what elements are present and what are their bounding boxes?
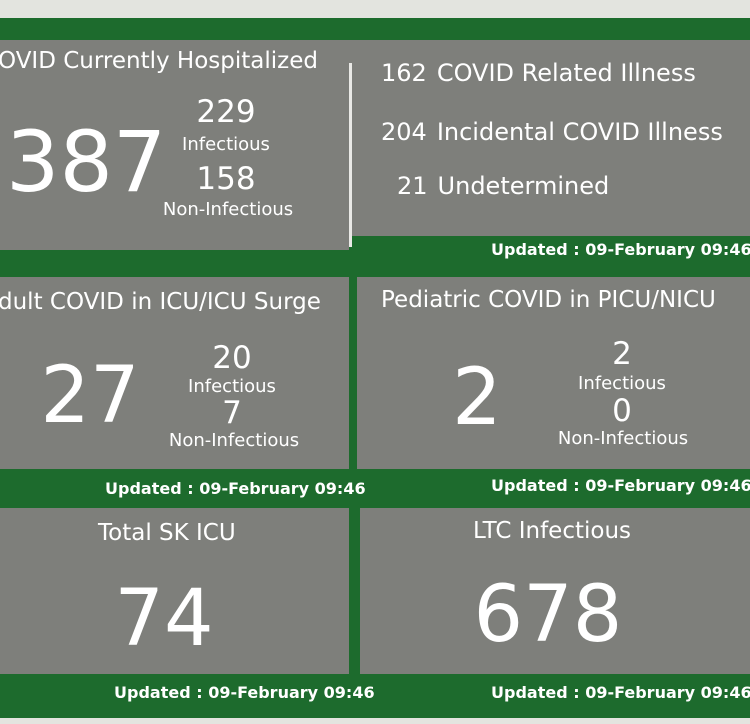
breakdown-undetermined-label: Undetermined <box>437 172 610 200</box>
hospitalized-infectious-label: Infectious <box>182 134 270 155</box>
adult-icu-infectious-value: 20 <box>212 340 252 376</box>
hospitalized-non-infectious-value: 158 <box>196 161 256 197</box>
ltc-title: LTC Infectious <box>473 518 632 544</box>
hospitalized-non-infectious-label: Non-Infectious <box>162 199 294 220</box>
hospitalized-infectious-value: 229 <box>196 94 256 130</box>
sk-icu-updated: Updated : 09-February 09:46 <box>114 683 375 702</box>
breakdown-row-undetermined: 21 Undetermined <box>397 172 609 200</box>
breakdown-incidental-value: 204 <box>381 118 427 146</box>
breakdown-related-label: COVID Related Illness <box>436 59 696 87</box>
ltc-panel: LTC Infectious 678 <box>360 508 750 674</box>
adult-icu-updated: Updated : 09-February 09:46 <box>105 479 366 498</box>
sk-icu-panel: Total SK ICU 74 <box>0 508 349 674</box>
breakdown-undetermined-value: 21 <box>397 172 428 200</box>
breakdown-row-related: 162 COVID Related Illness <box>381 59 696 87</box>
adult-icu-non-infectious-value: 7 <box>222 395 242 431</box>
pediatric-non-infectious-value: 0 <box>612 393 632 429</box>
adult-icu-panel: dult COVID in ICU/ICU Surge 27 20 Infect… <box>0 277 349 469</box>
pediatric-title: Pediatric COVID in PICU/NICU <box>381 287 716 313</box>
ltc-total: 678 <box>473 570 623 660</box>
breakdown-incidental-label: Incidental COVID Illness <box>436 118 723 146</box>
pediatric-updated: Updated : 09-February 09:46 <box>491 476 750 495</box>
pediatric-panel: Pediatric COVID in PICU/NICU 2 2 Infecti… <box>357 277 750 469</box>
panel-divider <box>349 63 352 247</box>
breakdown-related-value: 162 <box>381 59 427 87</box>
hospitalized-title: OVID Currently Hospitalized <box>0 48 318 74</box>
hospitalized-panel: OVID Currently Hospitalized 387 229 Infe… <box>0 40 349 250</box>
pediatric-infectious-value: 2 <box>612 336 632 372</box>
breakdown-updated: Updated : 09-February 09:46 <box>491 240 750 259</box>
pediatric-non-infectious-label: Non-Infectious <box>557 428 689 449</box>
sk-icu-total: 74 <box>114 574 214 664</box>
breakdown-row-incidental: 204 Incidental COVID Illness <box>381 118 723 146</box>
hospitalized-total: 387 <box>6 113 167 211</box>
breakdown-panel: 162 COVID Related Illness 204 Incidental C… <box>349 40 750 236</box>
adult-icu-infectious-label: Infectious <box>188 376 276 397</box>
ltc-updated: Updated : 09-February 09:46 <box>491 683 750 702</box>
pediatric-infectious-label: Infectious <box>578 373 666 394</box>
dashboard-frame: OVID Currently Hospitalized 387 229 Infe… <box>0 18 750 718</box>
pediatric-total: 2 <box>452 353 502 443</box>
sk-icu-title: Total SK ICU <box>98 520 236 546</box>
adult-icu-non-infectious-label: Non-Infectious <box>168 430 300 451</box>
adult-icu-title: dult COVID in ICU/ICU Surge <box>0 289 321 315</box>
adult-icu-total: 27 <box>40 351 140 441</box>
